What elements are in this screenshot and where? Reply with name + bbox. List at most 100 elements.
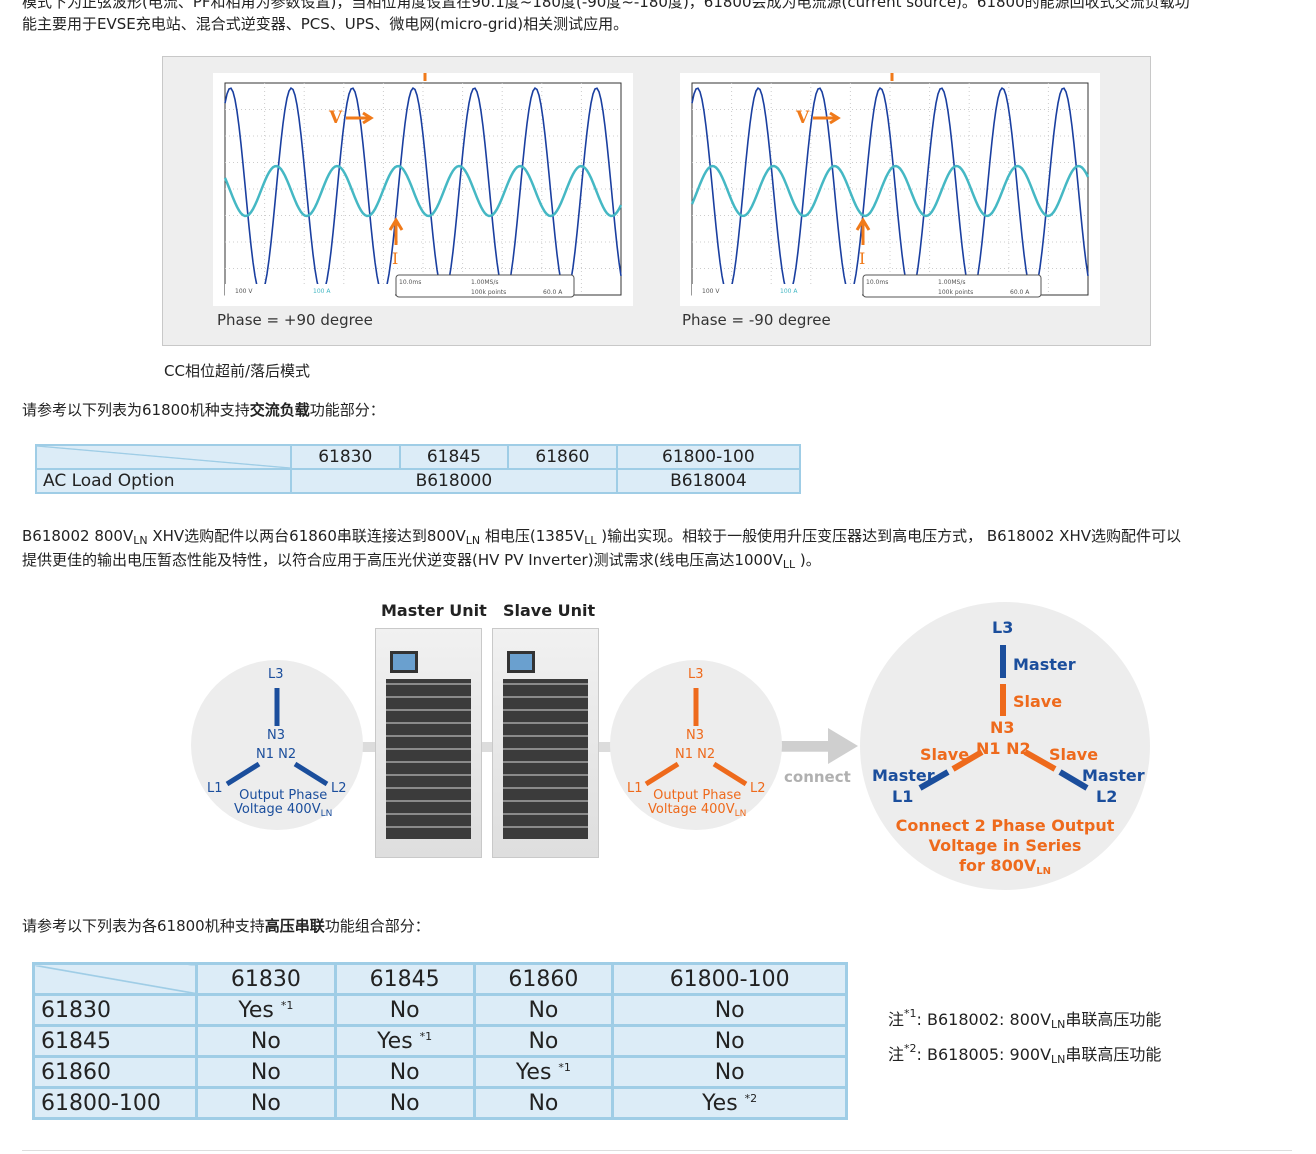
label-l2: L2 (750, 781, 766, 796)
scope-minus90: V I 100 V 100 A 10.0ms 1.00MS/s 100k points 60.… (680, 73, 1100, 306)
table-row: AC Load Option B618000 B618004 (35, 468, 802, 494)
series-intro: 请参考以下列表为各61800机种支持高压串联功能组合部分： (22, 917, 430, 935)
current-waveform (690, 164, 1090, 218)
header-cell: 61860 (507, 444, 618, 470)
status-text: 1.00MS/s (471, 279, 499, 286)
scope-plus90: V I 100 V 100 A 10.0ms 1.00MS/s 100k points 60.… (213, 73, 633, 306)
current-waveform (223, 164, 623, 218)
table-cell: Yes *1 (333, 1024, 476, 1058)
table-cell: No (472, 993, 615, 1027)
status-text: 10.0ms (866, 279, 888, 286)
status-text: 100k points (471, 289, 506, 296)
series-table: 61830 61845 61860 61800-100 61830 Yes *1 N… (32, 962, 848, 1120)
table-row: 61830 Yes *1 No No No (32, 993, 848, 1027)
table-cell: Yes *1 (195, 993, 337, 1027)
status-text: 100 V (702, 288, 720, 295)
oscilloscope-figure: V I 100 V 100 A 10.0ms 1.00MS/s 100k points 60.… (162, 56, 1151, 346)
label-n3: N3 (267, 728, 285, 743)
label-n1-n2: N1 N2 (256, 747, 297, 762)
connect-label: connect (784, 768, 851, 786)
voltage-label: V (328, 108, 343, 128)
table-cell: No (611, 1024, 848, 1058)
table-cell: No (472, 1024, 615, 1058)
label-l3: L3 (688, 667, 704, 682)
corner-cell (35, 444, 292, 470)
xhv-line-1: B618002 800VLN XHV选购配件以两台61860串联连接达到800V… (22, 527, 1181, 547)
row-label: AC Load Option (35, 468, 292, 494)
table-header-row: 61830 61845 61860 61800-100 (35, 444, 802, 470)
header-cell: 61860 (472, 962, 615, 996)
label-slave-l1: Slave (920, 745, 970, 764)
label-n1-n2: N1 N2 (976, 739, 1031, 758)
label-n3: N3 (990, 718, 1015, 737)
status-text: 100 A (313, 288, 331, 295)
notes: 注*1: B618002: 800VLN串联高压功能 注*2: B618005:… (888, 1002, 1161, 1072)
header-cell: 61830 (290, 444, 401, 470)
header-cell: 61830 (195, 962, 337, 996)
label-master: Master (1013, 655, 1076, 674)
series-diagram: connect L3 N3 N1 N2 L1 L2 Output Phase Vo… (0, 590, 1316, 890)
divider (22, 1150, 1292, 1151)
table-row: 61845 No Yes *1 No No (32, 1024, 848, 1058)
row-label: 61800-100 (32, 1086, 198, 1120)
label-slave-l2: Slave (1049, 745, 1099, 764)
status-text: 10.0ms (399, 279, 421, 286)
label-l1: L1 (207, 781, 223, 796)
table-cell: No (611, 993, 848, 1027)
arrow-right-icon (813, 111, 841, 125)
label-l2: L2 (331, 781, 347, 796)
header-cell: 61800-100 (615, 444, 802, 470)
table-cell: No (472, 1086, 615, 1120)
row-label: 61860 (32, 1055, 198, 1089)
slave-unit-label: Slave Unit (503, 601, 596, 620)
table-cell: Yes *2 (611, 1086, 848, 1120)
label-l3: L3 (992, 618, 1014, 637)
table-cell: No (195, 1086, 337, 1120)
xhv-line-2: 提供更佳的输出电压暂态性能及特性，以符合应用于高压光伏逆变器(HV PV Inv… (22, 551, 821, 571)
table-cell: Yes *1 (472, 1055, 615, 1089)
voltage-label: V (795, 108, 810, 128)
master-unit-label: Master Unit (381, 601, 487, 620)
intro-line-2: 能主要用于EVSE充电站、混合式逆变器、PCS、UPS、微电网(micro-gr… (22, 15, 629, 33)
current-label: I (392, 249, 398, 268)
series-caption: Connect 2 Phase Output Voltage in Series f… (895, 816, 1115, 877)
label-l1: L1 (892, 787, 914, 806)
current-label: I (859, 249, 865, 268)
scope-caption: Phase = +90 degree (217, 311, 373, 329)
label-l1: L1 (627, 781, 643, 796)
table-row: 61800-100 No No No Yes *2 (32, 1086, 848, 1120)
scope-caption: Phase = -90 degree (682, 311, 831, 329)
connect-arrow-icon (780, 728, 858, 764)
label-n3: N3 (686, 728, 704, 743)
status-text: 1.00MS/s (938, 279, 966, 286)
arrow-right-icon (346, 111, 374, 125)
status-box (862, 274, 1042, 298)
label-n1-n2: N1 N2 (675, 747, 716, 762)
header-cell: 61845 (333, 962, 476, 996)
slave-unit-cabinet (492, 628, 599, 858)
master-unit-cabinet (375, 628, 482, 858)
header-cell: 61800-100 (611, 962, 848, 996)
table-row: 61860 No No Yes *1 No (32, 1055, 848, 1089)
table-cell: B618004 (615, 468, 802, 494)
left-caption: Output Phase Voltage 400VLN (234, 788, 333, 820)
table-cell: No (195, 1024, 337, 1058)
note-1: 注*1: B618002: 800VLN串联高压功能 (888, 1007, 1162, 1031)
status-text: 100 A (780, 288, 798, 295)
intro-line-1: 模式下为正弦波形(电流、PF和相角为参数设置)，当相位角度设置在90.1度~18… (22, 0, 1190, 11)
label-l2: L2 (1096, 787, 1118, 806)
label-master-l1: Master (872, 766, 935, 785)
corner-cell (32, 962, 198, 996)
table-cell: No (611, 1055, 848, 1089)
header-cell: 61845 (398, 444, 510, 470)
row-label: 61830 (32, 993, 198, 1027)
arrow-up-icon (855, 217, 871, 245)
status-box (395, 274, 575, 298)
ac-load-table: 61830 61845 61860 61800-100 AC Load Opti… (35, 444, 802, 494)
figure-caption: CC相位超前/落后模式 (164, 362, 311, 380)
status-text: 100 V (235, 288, 253, 295)
status-text: 60.0 A (543, 289, 563, 296)
table-cell: No (195, 1055, 337, 1089)
table-cell: No (333, 1086, 476, 1120)
table-cell: No (333, 1055, 476, 1089)
